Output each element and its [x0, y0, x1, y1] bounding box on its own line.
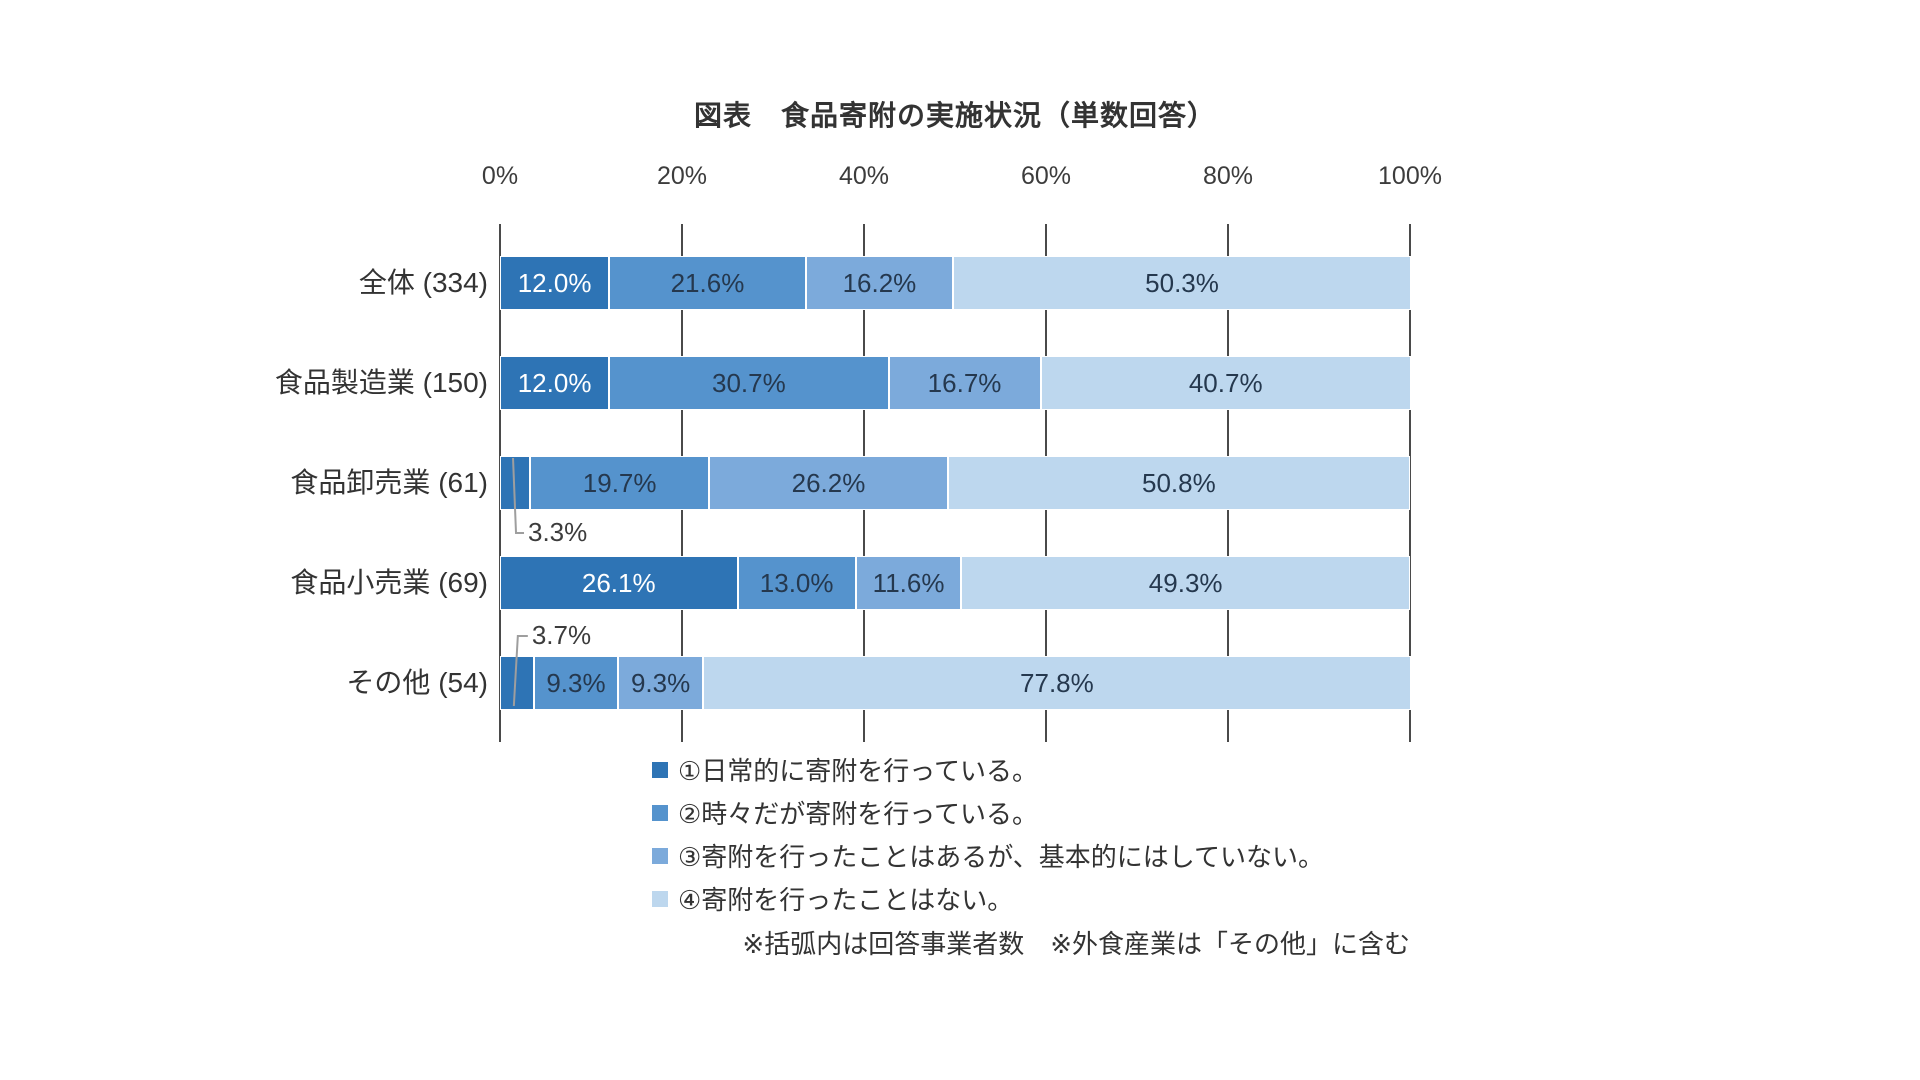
bar-segment-value-label: 11.6% — [872, 567, 945, 598]
bar-segment: 16.7% — [888, 356, 1041, 410]
x-axis-tick-label: 0% — [481, 162, 519, 190]
bar-segment-value-label: 49.3% — [1148, 567, 1223, 598]
chart-footnote: ※括弧内は回答事業者数 ※外食産業は「その他」に含む — [742, 929, 1410, 959]
legend-label: ③寄附を行ったことはあるが、基本的にはしていない。 — [678, 842, 1325, 872]
bar-segment: 77.8% — [702, 656, 1411, 710]
bar-segment: 9.3% — [618, 656, 703, 710]
x-axis-tick-label: 60% — [1020, 162, 1072, 190]
category-label: 全体 (334) — [358, 267, 488, 298]
bar-segment-value-label: 12.0% — [517, 367, 592, 398]
bar-segment: 12.0% — [500, 356, 610, 410]
legend-item: ④寄附を行ったことはない。 — [652, 877, 1324, 920]
x-axis-tick-label: 100% — [1378, 162, 1442, 190]
legend-item: ②時々だが寄附を行っている。 — [652, 791, 1324, 834]
category-label: 食品卸売業 (61) — [290, 467, 488, 498]
bar-segment: 30.7% — [609, 356, 889, 410]
bar-segment-value-label: 50.8% — [1141, 467, 1216, 498]
legend-label: ④寄附を行ったことはない。 — [678, 885, 1014, 915]
bar-segment: 49.3% — [961, 556, 1410, 610]
bar-segment-value-label: 19.7% — [582, 467, 657, 498]
bar-segment: 9.3% — [533, 656, 619, 710]
legend-swatch-icon — [652, 761, 668, 778]
callout-value-label: 3.7% — [531, 620, 592, 650]
bar-segment: 50.8% — [947, 456, 1410, 510]
bar-segment: 26.2% — [709, 456, 948, 510]
bar-segment: 13.0% — [737, 556, 856, 610]
bar-segment-value-label: 16.7% — [927, 367, 1002, 398]
bar-segment-value-label: 40.7% — [1188, 367, 1263, 398]
category-label: 食品小売業 (69) — [290, 567, 488, 598]
bar-segment — [500, 656, 534, 710]
x-axis-tick-label: 20% — [656, 162, 708, 190]
legend-label: ①日常的に寄附を行っている。 — [678, 756, 1039, 786]
bar-segment-value-label: 16.2% — [842, 267, 917, 298]
legend-item: ③寄附を行ったことはあるが、基本的にはしていない。 — [652, 834, 1324, 877]
bar-segment-value-label: 26.1% — [581, 567, 656, 598]
bar-segment: 50.3% — [953, 256, 1411, 310]
bar-segment: 21.6% — [609, 256, 806, 310]
bar-segment-value-label: 30.7% — [712, 367, 786, 398]
legend-item: ①日常的に寄附を行っている。 — [652, 748, 1324, 791]
bar-segment-value-label: 21.6% — [670, 267, 745, 298]
category-label: その他 (54) — [346, 667, 488, 698]
x-axis-tick-label: 80% — [1202, 162, 1254, 190]
legend: ①日常的に寄附を行っている。 ②時々だが寄附を行っている。 ③寄附を行ったことは… — [652, 748, 1324, 920]
bar-segment-value-label: 50.3% — [1145, 267, 1219, 298]
bar-segment-value-label: 77.8% — [1020, 667, 1094, 698]
bar-segment: 12.0% — [500, 256, 610, 310]
bar-segment-value-label: 9.3% — [546, 667, 606, 698]
x-axis-tick-label: 40% — [838, 162, 890, 190]
bar-segment: 16.2% — [805, 256, 954, 310]
bar-segment-value-label: 13.0% — [759, 567, 834, 598]
category-label: 食品製造業 (150) — [274, 367, 488, 398]
legend-swatch-icon — [652, 847, 668, 864]
bar-segment: 40.7% — [1040, 356, 1411, 410]
legend-swatch-icon — [652, 804, 668, 821]
bar-segment: 11.6% — [855, 556, 962, 610]
gridline — [1409, 224, 1411, 742]
bar-segment-value-label: 9.3% — [630, 667, 691, 698]
callout-value-label: 3.3% — [528, 517, 588, 547]
legend-label: ②時々だが寄附を行っている。 — [678, 799, 1039, 829]
chart-title: 図表 食品寄附の実施状況（単数回答） — [693, 100, 1216, 131]
bar-segment-value-label: 26.2% — [791, 467, 866, 498]
bar-segment: 26.1% — [500, 556, 738, 610]
bar-segment — [500, 456, 531, 510]
bar-segment: 19.7% — [530, 456, 710, 510]
bar-segment-value-label: 12.0% — [517, 267, 592, 298]
legend-swatch-icon — [652, 890, 668, 907]
